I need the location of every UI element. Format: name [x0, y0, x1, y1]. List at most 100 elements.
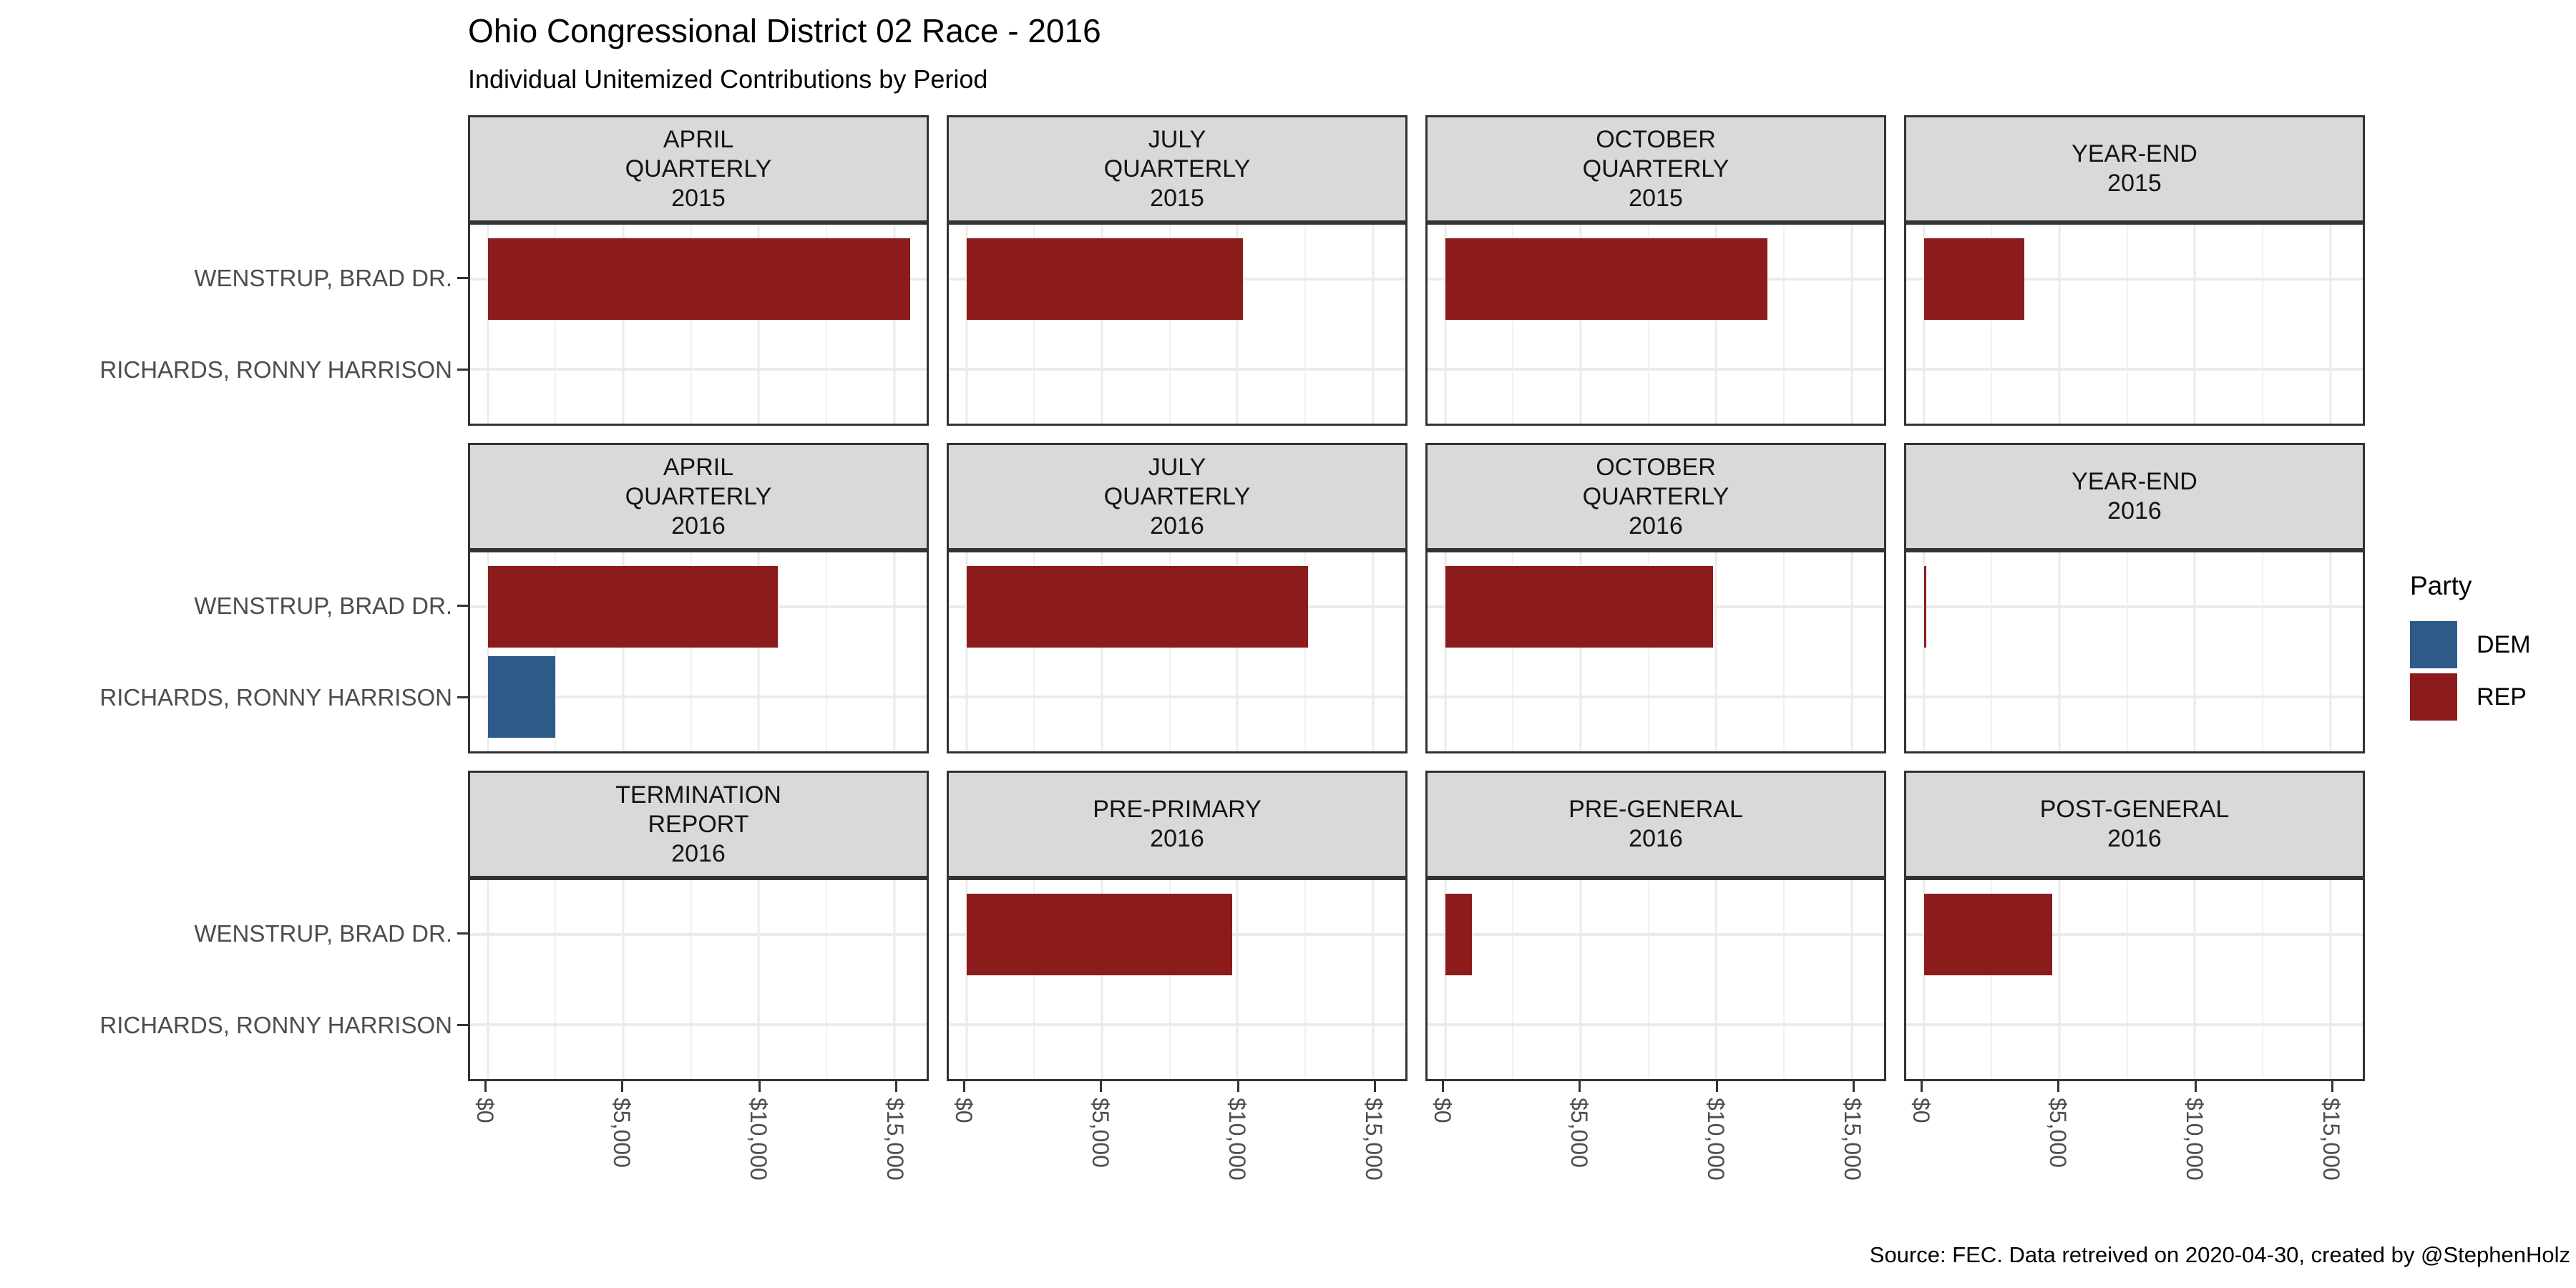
gridline-major-y [1428, 696, 1884, 699]
gridline-minor-x [825, 552, 827, 751]
gridline-major-y [470, 696, 927, 699]
gridline-minor-x [555, 552, 557, 751]
gridline-minor-x [2126, 880, 2128, 1079]
gridline-major-y [1428, 368, 1884, 371]
facet-panel [468, 223, 929, 426]
gridline-minor-x [1512, 552, 1514, 751]
gridline-minor-x [1991, 880, 1993, 1079]
y-axis-label: RICHARDS, RONNY HARRISON [99, 356, 452, 384]
bar-rep [966, 238, 1243, 320]
x-axis-label: $0 [1908, 1098, 1934, 1123]
gridline-minor-x [2261, 225, 2263, 424]
gridline-minor-x [1647, 225, 1649, 424]
y-axis-tick [457, 696, 468, 699]
gridline-minor-x [825, 225, 827, 424]
facet-strip-label: OCTOBER [1596, 125, 1716, 153]
page-title: Ohio Congressional District 02 Race - 20… [468, 12, 1101, 49]
facet-strip-label: QUARTERLY [625, 482, 772, 510]
facet-strip-label: 2015 [671, 184, 726, 212]
x-axis-tick [484, 1081, 487, 1092]
facet-panel [947, 223, 1407, 426]
gridline-minor-x [825, 880, 827, 1079]
y-axis-label: WENSTRUP, BRAD DR. [194, 592, 452, 619]
facet-strip-label: TERMINATION [615, 781, 781, 809]
y-axis-label: WENSTRUP, BRAD DR. [194, 919, 452, 947]
gridline-minor-x [1033, 552, 1035, 751]
gridline-major-y [1906, 605, 2363, 608]
bar-rep [1923, 894, 2053, 975]
gridline-major-y [949, 1023, 1405, 1027]
gridline-major-x [487, 552, 489, 751]
gridline-major-x [965, 880, 968, 1079]
x-axis-label: $10,000 [1224, 1098, 1251, 1181]
x-axis-label: $5,000 [1087, 1098, 1113, 1168]
facet-strip-label: QUARTERLY [625, 155, 772, 182]
gridline-major-x [893, 225, 896, 424]
bar-dem [487, 656, 556, 738]
gridline-minor-x [1782, 225, 1785, 424]
gridline-major-x [1444, 225, 1447, 424]
x-axis-tick [1236, 1081, 1239, 1092]
gridline-major-y [949, 368, 1405, 371]
gridline-major-y [1906, 696, 2363, 699]
x-axis-label: $10,000 [746, 1098, 772, 1181]
gridline-major-y [1428, 1023, 1884, 1027]
facet-strip: PRE-PRIMARY 2016 [947, 771, 1407, 878]
gridline-minor-x [1512, 880, 1514, 1079]
facet-strip-label: 2016 [1629, 825, 1683, 852]
gridline-minor-x [1991, 552, 1993, 751]
x-axis-tick [1442, 1081, 1445, 1092]
gridline-major-x [1101, 225, 1103, 424]
facet-strip-label: 2016 [1150, 825, 1204, 852]
gridline-minor-x [1647, 552, 1649, 751]
gridline-minor-x [2126, 225, 2128, 424]
facet-strip-label: 2016 [1629, 512, 1683, 540]
facet-strip-label: YEAR-END [2072, 140, 2197, 167]
facet-strip-label: PRE-PRIMARY [1093, 796, 1262, 823]
bar-rep [487, 238, 911, 320]
x-axis-label: $10,000 [2182, 1098, 2208, 1181]
legend-title: Party [2410, 571, 2472, 600]
gridline-minor-x [690, 880, 692, 1079]
gridline-major-x [1372, 880, 1375, 1079]
facet-strip-label: 2016 [2107, 497, 2162, 525]
y-axis-tick [457, 1024, 468, 1027]
x-axis-label: $15,000 [1840, 1098, 1866, 1181]
legend-swatch-rep [2410, 673, 2457, 721]
facet-strip-label: 2016 [2107, 825, 2162, 852]
gridline-major-x [622, 225, 625, 424]
x-axis-tick [1852, 1081, 1855, 1092]
gridline-major-x [1579, 225, 1582, 424]
gridline-major-x [2058, 880, 2061, 1079]
gridline-major-y [1906, 277, 2363, 280]
gridline-major-y [470, 368, 927, 371]
gridline-major-x [2058, 225, 2061, 424]
gridline-major-x [893, 880, 896, 1079]
gridline-minor-x [1169, 880, 1171, 1079]
gridline-minor-x [555, 880, 557, 1079]
gridline-major-y [949, 696, 1405, 699]
x-axis-tick [621, 1081, 624, 1092]
gridline-minor-x [690, 225, 692, 424]
facet-strip: OCTOBER QUARTERLY 2016 [1425, 443, 1886, 550]
facet-strip: POST-GENERAL 2016 [1904, 771, 2365, 878]
gridline-major-x [1579, 880, 1582, 1079]
facet-panel [947, 550, 1407, 753]
gridline-major-x [757, 225, 760, 424]
gridline-minor-x [1512, 225, 1514, 424]
y-axis-label: RICHARDS, RONNY HARRISON [99, 1012, 452, 1039]
facet-strip: APRIL QUARTERLY 2016 [468, 443, 929, 550]
x-axis-tick [1100, 1081, 1103, 1092]
gridline-major-x [965, 552, 968, 751]
legend-label: DEM [2477, 630, 2531, 658]
x-axis-label: $0 [950, 1098, 977, 1123]
bar-rep [966, 566, 1308, 648]
facet-panel [1425, 878, 1886, 1081]
gridline-major-x [1372, 552, 1375, 751]
x-axis-tick [758, 1081, 761, 1092]
x-axis-tick [2331, 1081, 2333, 1092]
gridline-major-x [1101, 880, 1103, 1079]
gridline-major-x [965, 225, 968, 424]
y-axis-tick [457, 932, 468, 935]
